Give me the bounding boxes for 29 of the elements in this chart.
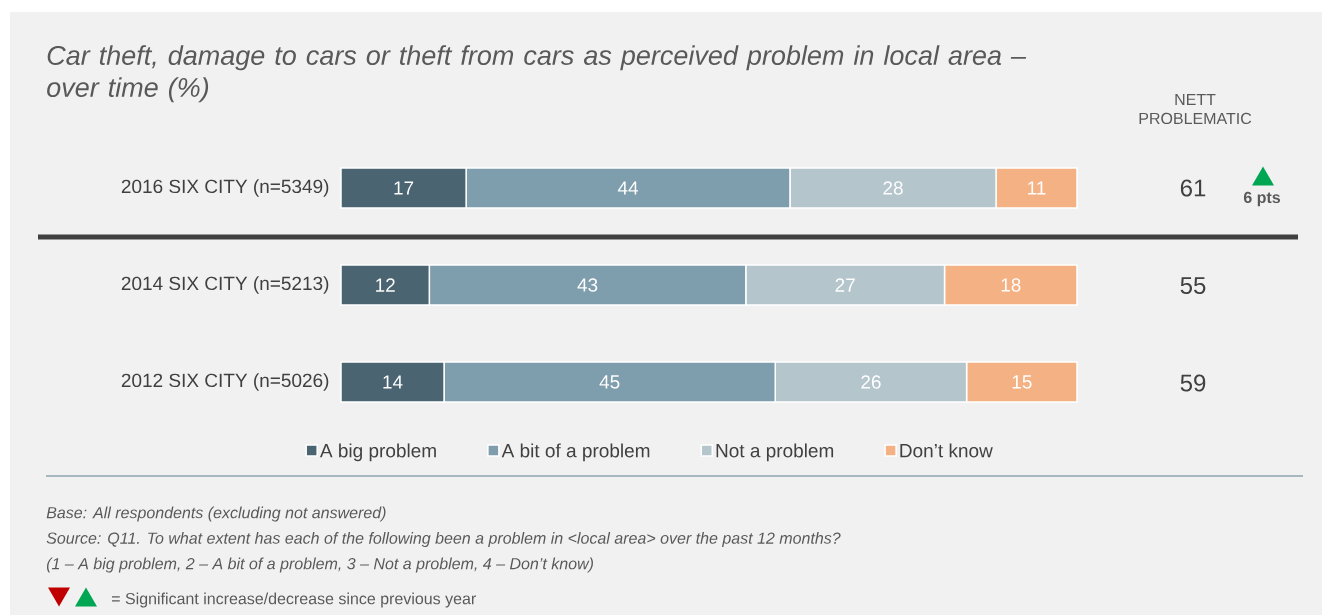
legend-label: A big problem [319, 443, 436, 462]
text: 59 [1180, 374, 1206, 392]
legend-label: Don’t know [900, 443, 993, 458]
legend-label: Not a problem [716, 443, 834, 462]
data-label: 28 [883, 181, 903, 195]
source-note: Source: Q11. To what extent has each of the following been a problem in <local area> over the past 12 months? [46, 532, 841, 547]
data-label: 27 [835, 278, 855, 292]
data-label: 12 [376, 278, 395, 292]
y-tick-label: 2016 SIX CITY (n=5349) [121, 179, 329, 197]
data-label: 43 [577, 278, 598, 292]
chart-title: Car theft, damage to cars or theft from cars as perceived problem in local area – over time (%) [47, 45, 1027, 103]
data-label: 17 [394, 181, 414, 195]
data-label: 45 [599, 375, 620, 389]
text: (1 – A big problem, 2 – A bit of a problem, 3 – Not a problem, 4 – Don’t know) [46, 557, 593, 573]
data-label: 14 [383, 375, 403, 389]
legend-label: A bit of a problem [501, 443, 650, 462]
text: 55 [1180, 277, 1206, 294]
text: NETT PROBLEMATIC [1139, 93, 1252, 125]
data-label: 18 [1001, 278, 1021, 292]
text: 61 [1180, 179, 1206, 197]
text: = Significant increase/decrease since previous year [111, 592, 476, 608]
text: 6 pts [1243, 191, 1281, 207]
data-label: 44 [617, 181, 639, 195]
data-label: 26 [861, 375, 881, 389]
text: Base: All respondents (excluding not answered) [46, 506, 386, 522]
data-label: 11 [1028, 181, 1046, 195]
data-label: 15 [1012, 375, 1032, 389]
y-tick-label: 2014 SIX CITY (n=5213) [121, 276, 329, 294]
y-tick-label: 2012 SIX CITY (n=5026) [121, 373, 329, 391]
